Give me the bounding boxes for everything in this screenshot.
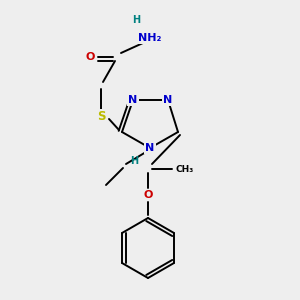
Text: CH₃: CH₃ — [176, 164, 194, 173]
Text: N: N — [146, 143, 154, 153]
Text: O: O — [85, 52, 95, 62]
Text: N: N — [128, 95, 138, 105]
Text: N: N — [164, 95, 172, 105]
Text: O: O — [143, 190, 153, 200]
Text: NH₂: NH₂ — [138, 33, 162, 43]
Text: S: S — [97, 110, 105, 124]
Text: H: H — [132, 15, 140, 25]
Text: H: H — [130, 156, 138, 166]
